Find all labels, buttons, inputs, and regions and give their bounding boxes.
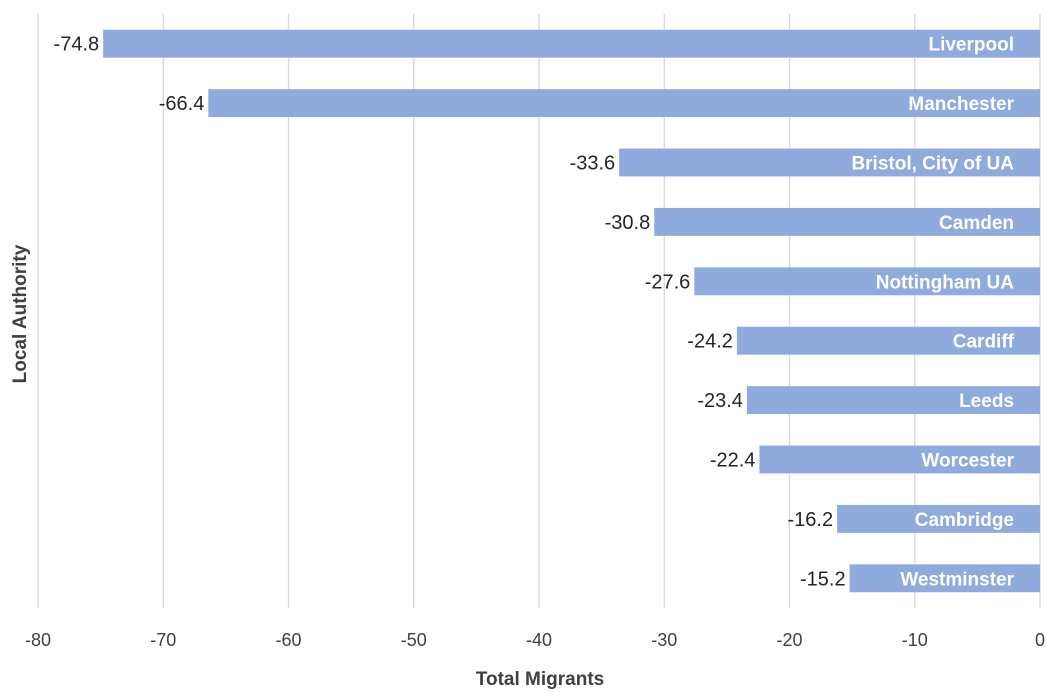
value-label: -23.4	[697, 390, 743, 412]
bar	[746, 386, 1040, 415]
x-tick-label: -30	[651, 630, 677, 650]
bar	[208, 89, 1041, 118]
category-label: Bristol, City of UA	[851, 154, 1014, 175]
bar	[759, 445, 1040, 474]
value-label: -30.8	[605, 212, 651, 234]
value-labels: -74.8 -66.4 -33.6 -30.8 -27.6 -24.2 -23.4 -22.4…	[54, 34, 846, 591]
category-label: Liverpool	[928, 35, 1014, 56]
bar	[694, 267, 1040, 296]
y-axis-title: Local Authority	[10, 244, 31, 383]
category-labels: Liverpool Manchester Bristol, City of UA Ca…	[851, 35, 1014, 591]
value-label: -16.2	[788, 509, 834, 531]
bar	[619, 148, 1040, 177]
bar	[837, 504, 1040, 533]
value-label: -33.6	[570, 153, 616, 175]
category-label: Manchester	[908, 94, 1014, 115]
x-tick-label: -20	[776, 630, 802, 650]
x-tick-label: -60	[275, 630, 301, 650]
category-label: Camden	[939, 213, 1014, 234]
bar	[736, 326, 1040, 355]
x-tick-label: -70	[150, 630, 176, 650]
category-label: Cambridge	[915, 510, 1014, 531]
bars	[103, 29, 1041, 593]
x-tick-label: -80	[25, 630, 51, 650]
x-tick-label: 0	[1035, 630, 1045, 650]
category-label: Westminster	[900, 569, 1014, 590]
category-label: Worcester	[921, 451, 1014, 472]
value-label: -66.4	[159, 93, 205, 115]
bar	[103, 29, 1040, 58]
value-label: -15.2	[800, 568, 846, 590]
value-label: -22.4	[710, 450, 756, 472]
bar	[849, 564, 1040, 593]
category-label: Cardiff	[953, 332, 1015, 353]
x-tick-labels: -80 -70 -60 -50 -40 -30 -20 -10 0	[25, 630, 1045, 650]
category-label: Leeds	[959, 391, 1014, 412]
category-label: Nottingham UA	[876, 272, 1015, 293]
x-tick-label: -10	[902, 630, 928, 650]
x-tick-label: -40	[526, 630, 552, 650]
value-label: -74.8	[54, 34, 100, 56]
value-label: -27.6	[645, 271, 691, 293]
x-tick-label: -50	[401, 630, 427, 650]
bar	[654, 207, 1040, 236]
value-label: -24.2	[687, 331, 733, 353]
x-axis-title: Total Migrants	[476, 669, 604, 690]
